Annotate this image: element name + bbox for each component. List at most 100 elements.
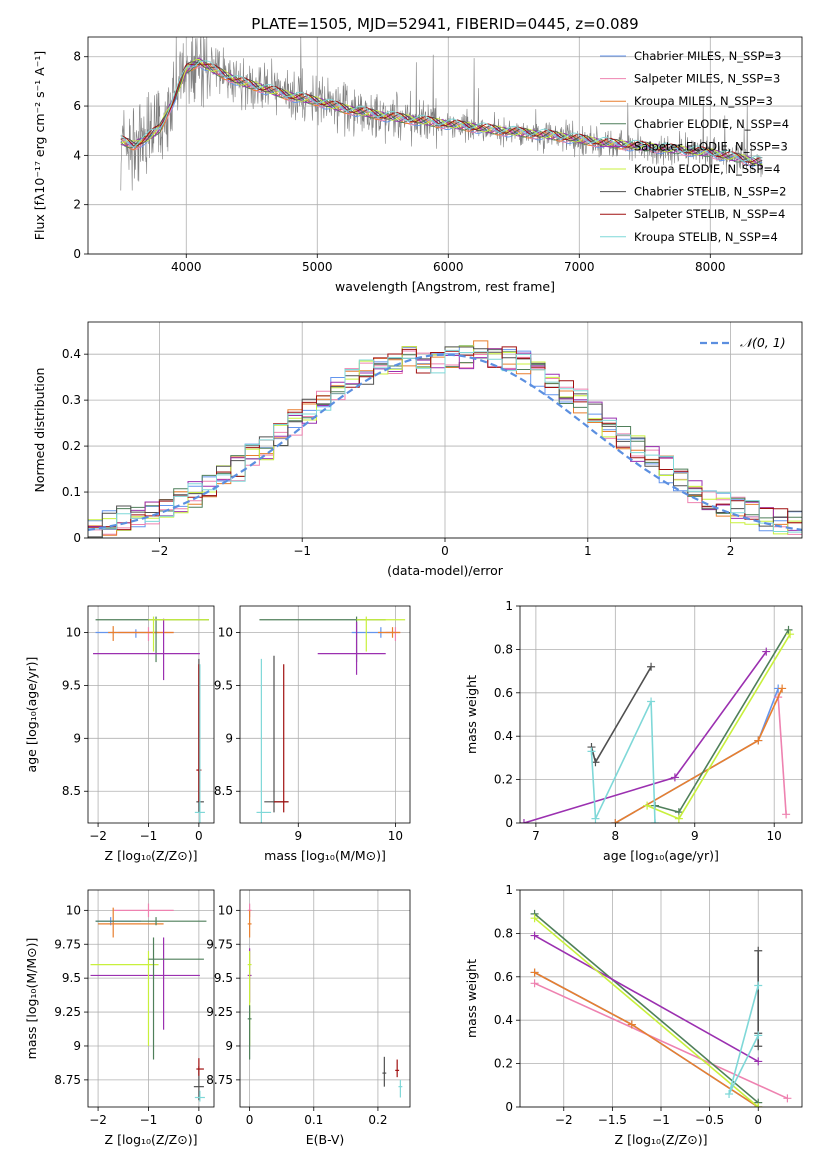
data-point [530,914,539,923]
x-tick-label: 10 [388,829,403,843]
y-tick-label: 8.5 [214,784,233,798]
panel-massweight-vs-age: 7 8 9 10 0 0.2 0.4 0.6 0.8 1 age [log₁₀(age/yr)] ma… [464,599,803,863]
x-tick-label: 9 [294,829,302,843]
series-line [534,982,788,1100]
data-point [647,697,656,706]
x-tick-label: −1.5 [598,1113,627,1127]
grid [240,606,410,823]
y-tick-label: 9.75 [54,937,81,951]
legend-entry: Salpeter STELIB, N_SSP=4 [634,207,785,221]
legend-entry: Chabrier STELIB, N_SSP=2 [634,185,786,199]
y-tick-label: 6 [73,99,81,113]
legend: Chabrier MILES, N_SSP=3 Salpeter MILES, N… [600,49,789,244]
data-point [754,1042,763,1051]
x-tick-label: −1 [652,1113,670,1127]
x-tick-label: 2 [727,544,735,558]
y-tick-label: 0.2 [62,439,81,453]
y-tick-label: 10 [66,903,81,917]
data-point [754,1057,763,1066]
plot-area [530,909,792,1107]
data-point [530,931,539,940]
panel-residuals: −2 −1 0 1 2 0 0.1 0.2 0.3 0.4 (data-model)/error No… [32,321,803,578]
x-axis-label: Z [log₁₀(Z/Z⊙)] [105,1132,198,1147]
x-tick-label: 0 [195,829,203,843]
y-tick-label: 9.25 [54,1005,81,1019]
data-point [611,819,620,823]
x-tick-label: 9 [691,829,699,843]
x-axis-label: wavelength [Angstrom, rest frame] [335,279,555,294]
y-tick-label: 9.5 [62,971,81,985]
x-axis-label: (data-model)/error [387,563,504,578]
ticks: −2 −1 0 1 2 0 0.1 0.2 0.3 0.4 [62,347,735,558]
x-tick-label: 5000 [302,260,333,274]
y-tick-label: 4 [73,148,81,162]
x-tick-label: 7 [532,829,540,843]
x-axis-label: mass [log₁₀(M/M⊙)] [264,848,386,863]
y-tick-label: 0 [505,816,513,830]
normal-reference-curve [88,353,802,531]
x-tick-label: −2 [151,544,169,558]
y-tick-label: 9.5 [214,678,233,692]
y-tick-label: 0 [73,531,81,545]
x-tick-label: 1 [584,544,592,558]
legend: 𝒩(0, 1) [700,335,786,350]
y-tick-label: 0.2 [494,1057,513,1071]
x-tick-label: −1 [140,1113,158,1127]
figure-title: PLATE=1505, MJD=52941, FIBERID=0445, z=0… [251,15,638,33]
legend-entry: Chabrier MILES, N_SSP=3 [634,49,781,63]
panel-mass-vs-EBV: 0 0.1 0.2 8.75 9 9.25 9.5 9.75 10 E(B-V) [206,889,411,1147]
series-line [534,971,759,1107]
y-tick-label: 0.1 [62,485,81,499]
x-tick-label: 0 [441,544,449,558]
plot-area [90,903,207,1102]
y-axis-label: Normed distribution [32,368,47,493]
data-point [627,1020,636,1029]
y-tick-label: 0.6 [494,970,513,984]
x-tick-label: 4000 [171,260,202,274]
axes-frame [519,605,803,824]
data-point [778,684,787,693]
x-tick-label: 0 [246,1113,254,1127]
data-point [530,968,539,977]
data-point [784,625,793,634]
y-tick-label: 9.25 [206,1005,233,1019]
grid [240,890,410,1107]
x-tick-label: 0.1 [304,1113,323,1127]
x-tick-label: 10 [767,829,782,843]
panel-age-vs-Z: −2 −1 0 8.5 9 9.5 10 Z [log₁₀(Z/Z⊙)] age [log₁₀(… [24,605,215,863]
y-tick-label: 9.75 [206,937,233,951]
grid [520,605,802,824]
data-point [674,814,683,823]
y-tick-label: 10 [66,625,81,639]
legend-entry: Kroupa STELIB, N_SSP=4 [634,230,778,244]
axes-frame [87,889,215,1108]
model-spectrum-line [120,60,763,162]
plot-area [247,903,403,1098]
y-axis-label: age [log₁₀(age/yr)] [24,657,39,773]
model-spectrum-line [120,63,763,163]
data-point [754,1031,763,1040]
ticks: 9 10 8.5 9 9.5 10 [214,625,403,843]
plot-area [120,37,763,191]
y-tick-label: 1 [505,599,513,613]
ticks: 7 8 9 10 0 0.2 0.4 0.6 0.8 1 [494,599,782,843]
ticks: −2 −1 0 8.5 9 9.5 10 [62,625,203,843]
y-tick-label: 9 [225,1039,233,1053]
data-point [647,662,656,671]
data-point [754,981,763,990]
model-spectrum-line [120,65,763,166]
legend-entry: Kroupa MILES, N_SSP=3 [634,94,773,108]
legend-entry: 𝒩(0, 1) [740,335,786,350]
x-axis-label: E(B-V) [306,1132,345,1147]
y-tick-label: 8.75 [54,1073,81,1087]
series-line [777,697,787,815]
x-tick-label: 0 [195,1113,203,1127]
series-line [590,666,652,765]
x-axis-label: Z [log₁₀(Z/Z⊙)] [615,1132,708,1147]
data-point [725,1089,734,1098]
data-point [754,1103,763,1107]
ticks: 0 0.1 0.2 8.75 9 9.25 9.5 9.75 10 [206,903,387,1127]
y-tick-label: 0.8 [494,642,513,656]
